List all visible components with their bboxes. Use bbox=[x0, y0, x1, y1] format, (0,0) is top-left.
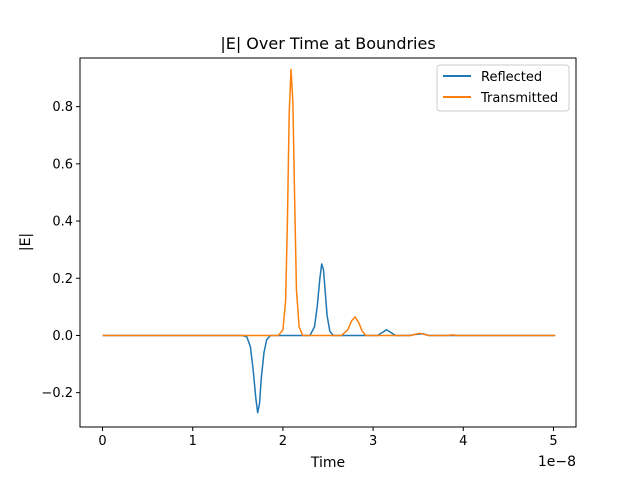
y-tick-label: −0.2 bbox=[41, 386, 73, 401]
legend: Reflected Transmitted bbox=[436, 64, 570, 112]
y-tick-label: 0.8 bbox=[52, 100, 73, 115]
y-tick-label: 0.0 bbox=[52, 329, 73, 344]
series-line-transmitted bbox=[102, 68, 556, 337]
x-tick-label: 2 bbox=[279, 434, 287, 449]
x-tick-label: 4 bbox=[459, 434, 467, 449]
series-line-reflected bbox=[102, 263, 556, 414]
y-tick-label: 0.6 bbox=[52, 157, 73, 172]
y-axis-ticks: −0.2 0.0 0.2 0.4 0.6 0.8 bbox=[41, 100, 80, 401]
legend-label: Transmitted bbox=[480, 91, 558, 106]
plot-area bbox=[79, 57, 577, 428]
axes-frame bbox=[79, 57, 577, 428]
y-tick-label: 0.2 bbox=[52, 272, 73, 287]
x-tick-label: 3 bbox=[369, 434, 377, 449]
legend-label: Reflected bbox=[481, 70, 542, 85]
series-layer bbox=[102, 68, 556, 414]
x-tick-label: 5 bbox=[549, 434, 557, 449]
x-axis-offset-label: 1e−8 bbox=[538, 454, 576, 470]
chart-title: |E| Over Time at Boundries bbox=[220, 34, 435, 53]
x-axis-label: Time bbox=[310, 455, 345, 471]
x-tick-label: 1 bbox=[189, 434, 197, 449]
x-axis-ticks: 0 1 2 3 4 5 bbox=[98, 427, 558, 449]
y-tick-label: 0.4 bbox=[52, 215, 73, 230]
y-axis-label: |E| bbox=[18, 233, 34, 251]
x-tick-label: 0 bbox=[98, 434, 106, 449]
